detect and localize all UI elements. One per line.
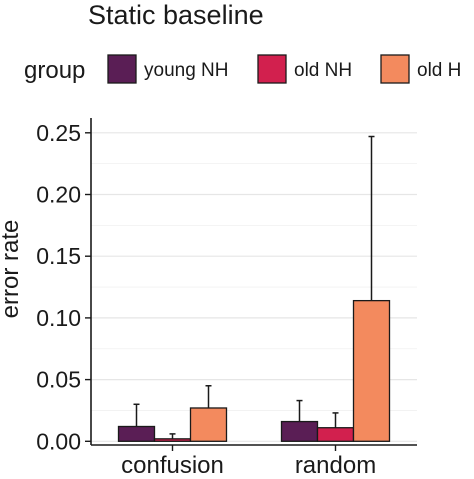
- title-layer: Static baseline: [88, 0, 264, 30]
- y-tick-label: 0.25: [36, 120, 81, 146]
- bar: [352, 299, 391, 442]
- x-tick-label: random: [295, 452, 376, 474]
- y-tick-label: 0.00: [36, 428, 81, 454]
- legend-label: young NH: [144, 60, 229, 81]
- y-tick-label: 0.05: [36, 367, 81, 393]
- legend-key: [257, 54, 287, 84]
- bar: [280, 420, 319, 442]
- legend: group young NH old NH old H: [24, 54, 461, 84]
- y-tick-label: 0.10: [36, 305, 81, 331]
- bar: [316, 427, 355, 442]
- bar: [117, 425, 156, 442]
- bar: [189, 407, 228, 442]
- y-tick-label: 0.15: [36, 243, 81, 269]
- chart-title: Static baseline: [88, 0, 264, 30]
- legend-key: [107, 54, 137, 84]
- y-axis-label: error rate: [0, 220, 24, 319]
- x-tick-label: confusion: [121, 452, 224, 474]
- legend-key: [380, 54, 410, 84]
- legend-label: old NH: [294, 60, 352, 81]
- legend-label: old H: [417, 60, 461, 81]
- y-tick-label: 0.20: [36, 182, 81, 208]
- bar: [153, 438, 192, 442]
- legend-title: group: [24, 57, 85, 84]
- axes: 0.00 0.05 0.10 0.15 0.20 0.25 confusion random: [36, 118, 417, 479]
- grid-lines: [91, 132, 417, 442]
- bars: [117, 135, 391, 442]
